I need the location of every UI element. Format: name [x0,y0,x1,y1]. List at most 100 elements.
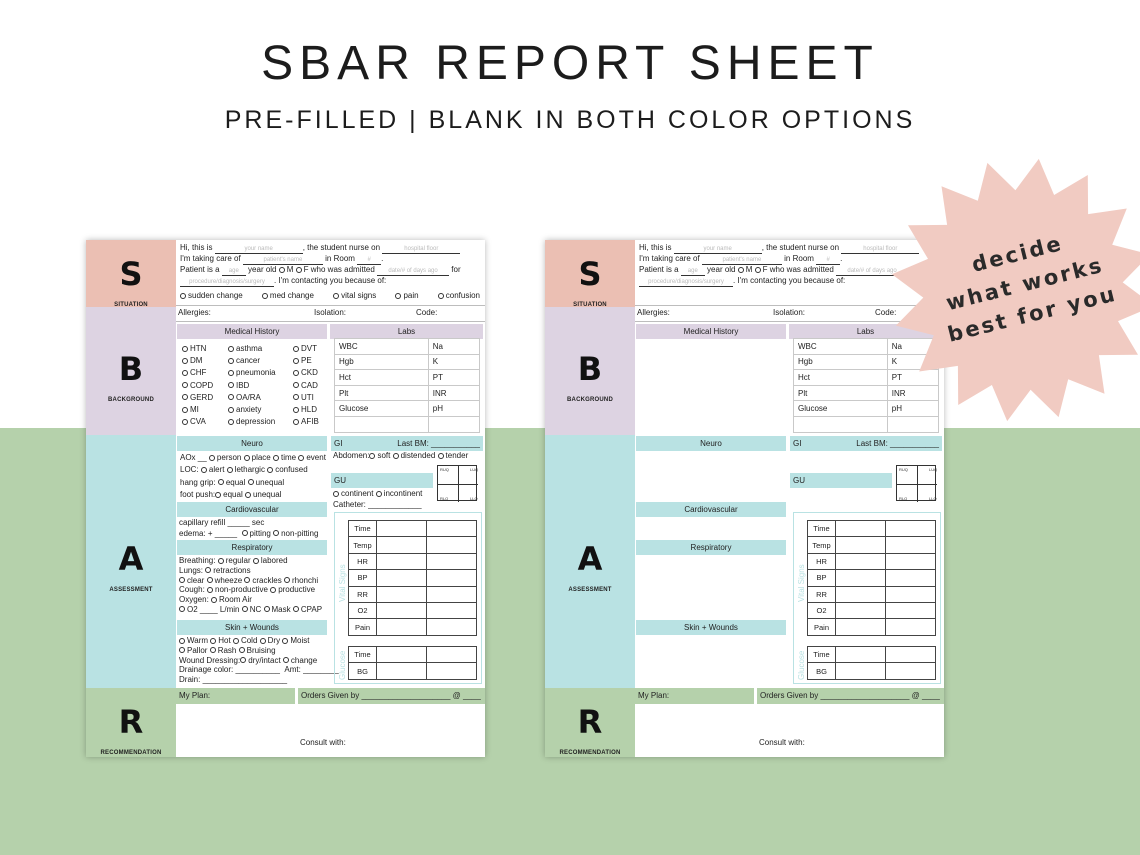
lab-label[interactable]: Hct [334,369,429,386]
lab-label[interactable]: Na [427,338,481,355]
history-option[interactable]: AFIB [293,416,319,428]
edema-option[interactable]: pitting [241,529,271,538]
allergies-field[interactable]: Allergies: [637,308,670,317]
admit-date-field[interactable]: date/# of days ago [377,268,450,276]
reason-option[interactable]: sudden change [180,291,243,302]
history-option[interactable]: asthma [228,343,276,355]
isolation-field[interactable]: Isolation: [314,308,347,317]
lungs-option[interactable]: crackles [244,576,282,585]
history-option[interactable]: CKD [293,367,319,379]
history-option[interactable]: CHF [182,367,213,379]
grip-option[interactable]: unequal [244,490,281,499]
your-name-field[interactable]: your name [214,246,303,254]
lab-label[interactable]: PT [427,369,481,386]
history-option[interactable]: GERD [182,392,213,404]
diagnosis-field[interactable]: procedure/diagnosis/surgery [180,279,274,287]
male-radio[interactable] [278,266,285,273]
history-option[interactable]: cancer [228,355,276,367]
lab-label[interactable]: WBC [334,338,429,355]
loc-option[interactable]: confused [267,465,308,474]
lab-label[interactable]: K [427,353,481,371]
lab-label[interactable]: INR [427,384,481,402]
wound-option[interactable]: dry/intact [240,656,281,665]
oxygen-option[interactable]: Room Air [211,595,252,604]
skin-option[interactable]: Moist [282,636,309,645]
abdomen-quadrant-diagram[interactable]: RUQ LUQ RLQ LLQ [896,465,937,502]
history-option[interactable]: HTN [182,343,213,355]
history-option[interactable]: OA/RA [228,392,276,404]
reason-option[interactable]: med change [261,291,314,302]
allergies-field[interactable]: Allergies: [178,308,211,317]
abdomen-quadrant-diagram[interactable]: RUQ LUQ RLQ LLQ [437,465,478,502]
lungs-option[interactable]: wheeze [206,576,242,585]
edema-option[interactable]: non-pitting [273,529,318,538]
history-option[interactable]: CVA [182,416,213,428]
my-plan-heading[interactable]: My Plan: [635,688,754,704]
abdomen-option[interactable]: distended [392,451,435,460]
your-name-field[interactable]: your name [673,246,762,254]
breathing-option[interactable]: labored [252,556,288,565]
oxygen-option[interactable]: CPAP [292,605,322,614]
neuro-option[interactable]: person [208,453,241,462]
orders-given-by-field[interactable]: Orders Given by ____________________ @ _… [757,688,944,704]
skin-option[interactable]: Dry [259,636,280,645]
oxygen-option[interactable]: O2 [179,605,198,614]
lungs-option[interactable]: retractions [205,566,251,575]
history-option[interactable]: COPD [182,380,213,392]
skin-option[interactable]: Warm [179,636,208,645]
oxygen-option[interactable]: NC [241,605,261,614]
isolation-field[interactable]: Isolation: [773,308,806,317]
history-option[interactable]: DM [182,355,213,367]
patient-name-field[interactable]: patient's name [701,257,782,265]
cough-option[interactable]: productive [270,585,315,594]
history-option[interactable]: PE [293,355,319,367]
reason-option[interactable]: confusion [437,291,480,302]
loc-option[interactable]: lethargic [226,465,265,474]
age-field[interactable]: age [221,268,246,276]
hospital-floor-field[interactable]: hospital floor [841,246,920,254]
history-option[interactable]: MI [182,404,213,416]
room-field[interactable]: # [816,257,841,265]
abdomen-option[interactable]: tender [437,451,468,460]
neuro-option[interactable]: time [272,453,296,462]
consult-with-field[interactable]: Consult with: [300,738,346,747]
female-radio[interactable] [295,266,302,273]
abdomen-option[interactable]: soft [369,451,390,460]
skin-option[interactable]: Cold [232,636,257,645]
room-field[interactable]: # [357,257,382,265]
diagnosis-field[interactable]: procedure/diagnosis/surgery [639,279,733,287]
skin-option[interactable]: Hot [210,636,231,645]
loc-option[interactable]: alert [200,465,224,474]
wound-option[interactable]: change [282,656,317,665]
age-field[interactable]: age [680,268,705,276]
history-option[interactable]: HLD [293,404,319,416]
grip-option[interactable]: equal [215,490,243,499]
my-plan-heading[interactable]: My Plan: [176,688,295,704]
cough-option[interactable]: non-productive [207,585,268,594]
gu-option[interactable]: incontinent [375,489,422,498]
lab-label[interactable]: Plt [334,384,429,402]
history-option[interactable]: UTI [293,392,319,404]
skin-option[interactable]: Rash [209,646,236,655]
neuro-option[interactable]: place [243,453,271,462]
neuro-option[interactable]: event [298,453,326,462]
admit-date-field[interactable]: date/# of days ago [836,268,909,276]
code-field[interactable]: Code: [875,308,897,317]
gu-option[interactable]: continent [333,489,373,498]
hospital-floor-field[interactable]: hospital floor [382,246,461,254]
history-option[interactable]: pneumonia [228,367,276,379]
history-option[interactable]: DVT [293,343,319,355]
female-radio[interactable] [754,266,761,273]
male-radio[interactable] [737,266,744,273]
oxygen-option[interactable]: Mask [263,605,291,614]
skin-option[interactable]: Bruising [238,646,276,655]
history-option[interactable]: CAD [293,380,319,392]
grip-option[interactable]: unequal [247,478,284,487]
lab-label[interactable]: Glucose [334,400,429,417]
lab-label[interactable] [427,415,481,433]
reason-option[interactable]: pain [395,291,419,302]
lungs-option[interactable]: rhonchi [283,576,318,585]
lab-label[interactable]: pH [427,400,481,417]
history-option[interactable]: IBD [228,380,276,392]
orders-given-by-field[interactable]: Orders Given by ____________________ @ _… [298,688,485,704]
